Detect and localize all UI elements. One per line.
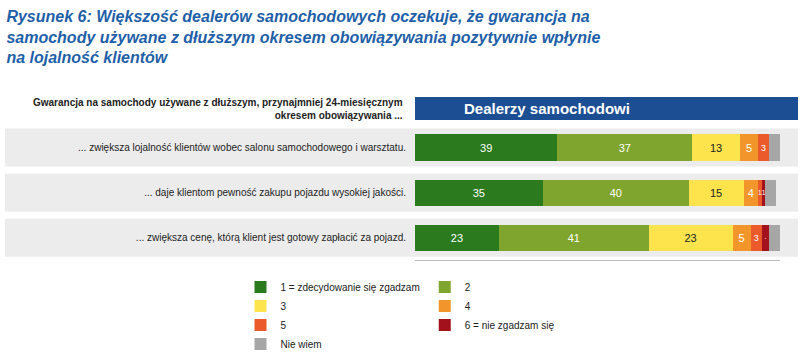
svg-text:6 = nie zgadzam się: 6 = nie zgadzam się <box>465 320 555 331</box>
svg-text:39: 39 <box>480 142 492 154</box>
svg-text:1: 1 <box>758 189 762 196</box>
svg-text:5: 5 <box>746 142 752 154</box>
svg-text:13: 13 <box>710 142 722 154</box>
svg-text:3: 3 <box>281 301 287 312</box>
svg-text:5: 5 <box>739 232 745 244</box>
svg-text:Dealerzy samochodowi: Dealerzy samochodowi <box>464 100 630 117</box>
svg-text:Nie wiem: Nie wiem <box>281 339 322 350</box>
svg-text:... daje klientom pewność zaku: ... daje klientom pewność zakupu pojazdu… <box>144 187 406 198</box>
svg-text:3: 3 <box>761 143 766 153</box>
svg-text:1: 1 <box>762 189 766 196</box>
svg-text:3: 3 <box>754 233 759 243</box>
svg-text:4: 4 <box>748 187 754 199</box>
svg-text:Rysunek 6: Większość dealerów: Rysunek 6: Większość dealerów samochodow… <box>6 8 600 67</box>
svg-text:35: 35 <box>473 187 485 199</box>
svg-text:5: 5 <box>281 320 287 331</box>
svg-text:23: 23 <box>451 232 463 244</box>
svg-text:41: 41 <box>568 232 580 244</box>
svg-text:2: 2 <box>765 237 767 239</box>
svg-text:... zwiększa lojalność klientó: ... zwiększa lojalność klientów wobec sa… <box>78 142 406 153</box>
svg-text:4: 4 <box>465 301 471 312</box>
svg-text:1 = zdecydowanie się zgadzam: 1 = zdecydowanie się zgadzam <box>281 282 420 293</box>
svg-text:37: 37 <box>619 142 631 154</box>
svg-text:23: 23 <box>684 232 696 244</box>
svg-text:Gwarancja na samochody używane: Gwarancja na samochody używane z dłuższy… <box>33 97 403 121</box>
svg-text:40: 40 <box>610 187 622 199</box>
svg-text:2: 2 <box>465 282 471 293</box>
svg-text:... zwiększa cenę, którą klien: ... zwiększa cenę, którą klient jest got… <box>136 232 406 243</box>
svg-text:15: 15 <box>710 187 722 199</box>
